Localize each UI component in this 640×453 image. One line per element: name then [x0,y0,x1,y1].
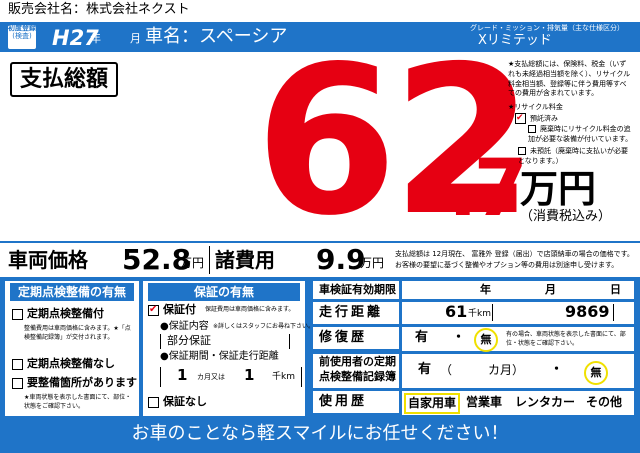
total-label: 支払総額 [10,62,119,98]
maint-with-text: 定期点検整備付 [27,307,104,320]
expiry-label: 車検証有効期限 [313,281,399,299]
repair-yes: 有 [415,330,429,345]
expiry-month: 月 [545,283,556,296]
mileage-detail-box [492,304,614,321]
record-no: 無 [584,361,608,385]
not-deposited: 未預託（廃棄時に支払いが必要となります。） [518,147,633,167]
mileage-detail: 9869 [565,302,610,321]
maint-needs: 要整備箇所があります [12,376,137,390]
vehicle-label: 車両価格 [8,248,88,272]
repair-sep: ・ [452,330,466,345]
deposited-text: 預託済み [530,114,558,123]
fees-label: 諸費用 [215,248,275,272]
period-box [160,367,302,387]
repair-note: 有の場合、車両状態を表示した書面にて、部位・状態をご確認下さい。 [506,331,626,347]
usage-option: その他 [586,395,623,409]
fees-price: 9.9 [316,243,366,276]
vehicle-price: 52.8 [122,243,192,276]
separator [209,246,210,274]
warranty-with-text: 保証付 [163,303,196,316]
maint-with-note: 整備費用は車両価格に含みます。★「点検整備記録簿」が交付されます。 [24,325,131,341]
repair-no: 無 [474,328,498,352]
first-reg-box: 初度登録 (検査) [8,24,36,49]
warranty-title: 保証の有無 [148,283,300,301]
not-deposited-text: 未預託（廃棄時に支払いが必要となります。） [518,147,628,165]
expiry-day: 日 [610,283,621,296]
footer: お車のことなら軽スマイルにお任せください！ [131,423,509,444]
distance: 1 [244,366,255,384]
header-bar [0,22,640,52]
divider [0,241,640,243]
extra: 廃棄時にリサイクル料金の追加が必要な装備が付いています。 [528,125,633,145]
warranty-with-note: 保証費用は車両価格に含みます。 [205,306,295,313]
car-name: 車名：スペーシア [145,26,288,47]
total-integer: 62 [255,23,534,261]
warranty-panel [143,281,305,416]
maintenance-title: 定期点検整備の有無 [10,283,134,301]
usage-cell [402,391,634,415]
maint-needs-note: ★車両状態を表示した書面にて、部位・状態をご確認下さい。 [24,394,132,410]
total-unit: 万円 [520,167,597,211]
year: H27 [52,26,99,50]
warranty-none-text: 保証なし [163,395,207,408]
content: 部分保証 [160,334,290,349]
year-unit: 年 [90,32,101,45]
grade: Xリミテッド [478,33,552,48]
maint-without-text: 定期点検整備なし [27,357,115,370]
month-unit: 月 [130,32,141,45]
warranty-with: ✔ 保証付 [148,303,196,316]
period-label: ●保証期間・保証走行距離 [160,351,279,362]
record-sep: ・ [550,362,564,377]
usage-option: レンタカー [515,395,576,409]
maintenance-panel [5,281,139,416]
maint-with: 定期点検整備付 [12,307,104,321]
mileage-cell [402,302,634,324]
warranty-none: 保証なし [148,395,207,409]
distance-unit: 千km [272,372,295,382]
months-unit: カ月又は [197,373,225,381]
maint-needs-text: 要整備箇所があります [27,376,137,389]
usage-label: 使用歴 [313,391,399,413]
months: 1 [177,366,188,384]
seller: 販売会社名：株式会社ネクスト [8,2,190,17]
record-yes: 有 [418,362,432,377]
recycle-title: ★リサイクル料金 [508,103,563,111]
first-reg-label: 初度登録 [8,24,36,32]
tax-note: （消費税込み） [520,209,612,224]
total-decimal: .7 [448,144,528,234]
content-label: ●保証内容 [160,321,209,332]
price-note: 支払総額は 12月現在、 富雅外 登録（届出）で店頭納車の場合の価格です。お客様… [395,250,634,270]
mileage: 61 [445,302,468,321]
usage-option: 営業車 [466,395,503,409]
grade-label: グレード・ミッション・排気量（主な仕様区分） [470,24,624,32]
fees-unit: 万円 [360,256,385,270]
mileage-label: 走行距離 [313,302,399,324]
content-note: ※詳しくはスタッフにお尋ね下さい。 [213,323,315,330]
expiry-year: 年 [480,283,491,296]
deposited: ✔ 預託済み [515,113,558,124]
record-months: （ カ月） [440,363,525,377]
mileage-unit: 千km [468,309,491,319]
repair-label: 修復歴 [313,327,399,349]
first-reg-sub: (検査) [12,31,32,40]
maint-without: 定期点検整備なし [12,357,115,371]
included-note: ★支払総額には、保険料、税金（いずれも未経過相当額を除く）、リサイクル料金相当額… [508,60,631,98]
record-label: 前使用者の定期点検整備記録簿 [313,354,399,388]
repair-cell [402,327,634,351]
extra-text: 廃棄時にリサイクル料金の追加が必要な装備が付いています。 [528,125,633,143]
expiry-cell [402,281,634,299]
usage-option: 自家用車 [404,393,460,414]
vehicle-unit: 万円 [180,256,205,270]
